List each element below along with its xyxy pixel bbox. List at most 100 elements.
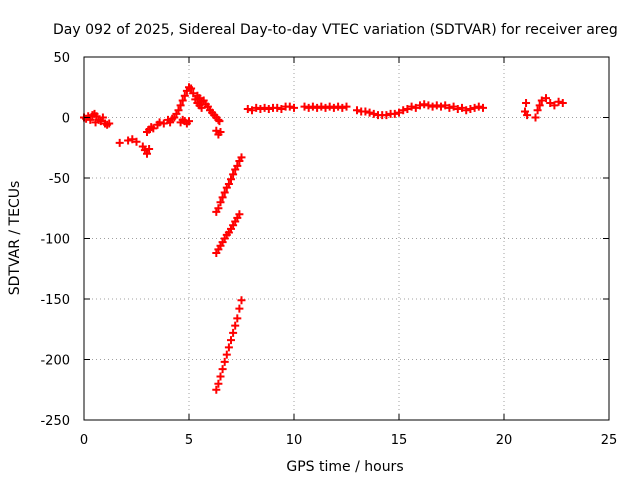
data-point	[537, 96, 546, 105]
y-tick-label: -200	[40, 354, 70, 369]
chart-title: Day 092 of 2025, Sidereal Day-to-day VTE…	[53, 22, 618, 38]
data-point	[458, 103, 466, 112]
data-point	[554, 97, 563, 106]
data-point	[300, 102, 309, 111]
data-point	[353, 106, 361, 115]
data-point	[550, 101, 559, 110]
data-point	[174, 106, 183, 115]
data-point	[479, 103, 487, 112]
data-point	[214, 115, 223, 124]
plot-border	[83, 56, 610, 421]
data-point	[176, 101, 185, 110]
data-point	[382, 111, 391, 120]
data-point	[214, 379, 223, 388]
data-point	[437, 102, 445, 111]
data-point	[229, 170, 238, 179]
data-point	[277, 105, 286, 114]
data-point	[180, 91, 189, 100]
data-point	[124, 136, 133, 145]
data-point	[227, 175, 235, 184]
data-point	[369, 109, 378, 118]
data-point	[149, 124, 158, 133]
data-point	[428, 102, 437, 111]
data-point	[155, 118, 164, 127]
x-tick-label: 15	[391, 433, 408, 448]
data-point	[237, 153, 246, 162]
data-point	[399, 106, 408, 115]
data-point	[145, 144, 154, 153]
data-point	[470, 103, 479, 112]
data-point	[390, 109, 399, 118]
x-axis-label: GPS time / hours	[286, 459, 403, 475]
data-point	[235, 210, 244, 219]
data-point	[317, 102, 326, 111]
data-point	[248, 106, 256, 115]
data-point	[535, 101, 544, 110]
data-point	[218, 365, 227, 374]
data-point	[432, 101, 441, 110]
y-tick-label: 0	[62, 112, 70, 127]
data-point	[313, 103, 322, 112]
data-point	[215, 117, 224, 126]
data-point	[546, 98, 555, 107]
data-point	[159, 119, 168, 128]
y-tick-label: -150	[40, 293, 70, 308]
data-point	[420, 100, 429, 109]
x-tick-label: 20	[496, 433, 513, 448]
y-tick-label: -100	[40, 233, 70, 248]
data-point	[105, 119, 114, 128]
data-point	[227, 336, 235, 345]
data-point	[185, 117, 193, 126]
data-point	[462, 106, 471, 115]
data-point	[441, 101, 450, 110]
data-point	[304, 103, 313, 112]
y-tick-label: 50	[53, 51, 70, 66]
y-tick-label: -250	[40, 414, 70, 429]
data-point	[252, 103, 261, 112]
data-point	[235, 304, 244, 313]
data-point	[237, 296, 246, 305]
data-points	[80, 83, 567, 394]
data-point	[128, 135, 137, 144]
data-point	[533, 106, 542, 115]
data-point	[132, 137, 141, 146]
data-point	[321, 103, 330, 112]
y-tick-label: -50	[49, 172, 70, 187]
data-point	[445, 103, 454, 112]
data-point	[86, 115, 95, 124]
data-point	[256, 105, 265, 114]
data-point	[449, 102, 458, 111]
data-point	[98, 113, 107, 122]
data-point	[558, 98, 567, 107]
data-point	[216, 128, 225, 137]
data-point	[187, 84, 196, 93]
data-point	[403, 105, 412, 114]
data-point	[212, 385, 221, 394]
grid-lines	[84, 57, 609, 420]
data-point	[542, 94, 550, 103]
data-point	[424, 101, 433, 110]
data-point	[233, 161, 242, 170]
data-point	[229, 328, 238, 337]
data-point	[361, 107, 370, 116]
data-point	[220, 188, 229, 197]
data-point	[531, 113, 540, 122]
data-point	[290, 103, 298, 112]
data-point	[523, 111, 532, 120]
data-point	[453, 105, 462, 114]
axis-ticks: 0 5 10 15 20 25 50 0 -50 -100 -150 -200 -250	[40, 51, 617, 448]
data-point	[273, 103, 282, 112]
data-point	[214, 204, 223, 213]
data-point	[407, 102, 416, 111]
data-point	[260, 103, 269, 112]
data-point	[243, 105, 252, 114]
x-tick-label: 5	[185, 433, 193, 448]
data-point	[178, 96, 187, 105]
data-point	[264, 105, 273, 114]
data-point	[233, 314, 242, 323]
data-point	[329, 103, 338, 112]
data-point	[308, 102, 317, 111]
y-axis-label: SDTVAR / TECUs	[7, 181, 23, 296]
data-point	[216, 372, 225, 381]
data-point	[474, 102, 483, 111]
